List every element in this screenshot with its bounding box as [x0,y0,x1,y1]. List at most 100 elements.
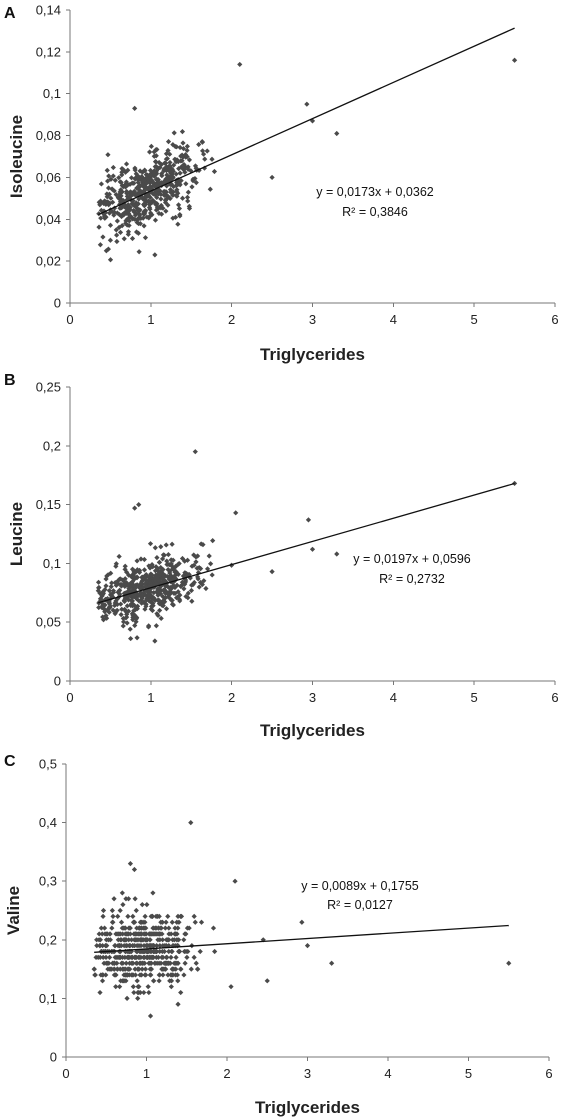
data-point [109,919,116,925]
data-point [168,931,174,937]
data-point [153,623,159,629]
data-point [112,579,118,586]
data-point [106,173,112,179]
data-point [136,249,142,255]
data-point [209,156,215,162]
regression-equation: y = 0,0173x + 0,0362 [316,185,434,199]
data-point [172,563,179,570]
data-point [130,913,136,919]
y-tick-label: 0,2 [43,438,61,453]
data-point [129,235,136,242]
data-point [177,213,183,219]
data-point [150,890,156,896]
data-point [139,592,146,598]
data-point [92,972,98,978]
data-point [197,579,204,586]
data-point [141,223,147,229]
data-point [135,989,141,996]
data-point [157,164,163,171]
data-point [150,179,156,186]
x-tick-label: 5 [471,690,478,705]
y-tick-label: 0,5 [39,757,57,772]
data-point [163,176,169,182]
data-point [237,61,243,68]
data-point [175,943,181,949]
data-point [153,176,160,183]
data-point [124,995,130,1001]
data-point [179,555,186,562]
data-point [152,638,158,644]
y-tick-label: 0 [50,1050,57,1065]
data-point [132,943,138,949]
data-point [168,978,175,984]
x-tick-label: 1 [147,312,154,327]
x-tick-label: 3 [309,312,316,327]
data-point [201,578,207,584]
data-point [158,580,165,586]
data-point [147,172,153,178]
data-point [506,960,512,966]
data-point [97,198,104,204]
panel-letter: B [4,372,16,389]
data-point [173,171,179,177]
data-point [154,554,160,561]
data-point [170,566,176,572]
data-point [112,611,118,617]
trendline [98,482,515,604]
data-point [156,159,162,166]
data-point [117,907,123,914]
data-point [190,178,196,184]
x-tick-label: 4 [390,312,397,327]
data-point [124,603,130,609]
data-point [179,158,185,164]
data-point [172,214,179,220]
data-point [175,978,181,984]
data-point [176,205,183,212]
data-point [228,984,234,990]
data-point [138,580,144,586]
data-point [132,505,138,511]
data-point [207,186,213,192]
data-point [109,593,115,599]
x-tick-label: 5 [465,1066,472,1081]
data-point [160,597,167,604]
data-point [134,575,140,581]
x-tick-label: 0 [62,1066,69,1081]
data-point [137,207,143,213]
data-point [163,151,170,157]
data-point [141,567,148,573]
data-point [180,140,186,146]
data-point [149,572,155,578]
data-point [178,153,184,159]
data-point [148,972,154,978]
data-point [105,246,111,252]
data-point [98,591,104,598]
y-axis-title: Isoleucine [7,115,26,198]
data-point [141,210,147,216]
data-point [158,919,164,925]
data-point [181,972,187,978]
data-point [120,615,126,622]
data-point [135,995,141,1001]
data-point [148,143,154,149]
data-point [134,567,140,573]
data-point [143,948,150,955]
data-point [309,546,316,552]
data-point [113,563,119,569]
data-point [141,989,147,996]
data-point [157,972,163,978]
regression-equation: y = 0,0089x + 0,1755 [301,879,419,893]
data-point [132,165,138,171]
data-point [166,943,172,949]
data-point [95,579,102,585]
data-point [100,913,106,919]
data-point [129,611,135,617]
y-tick-label: 0 [54,674,61,689]
data-point [112,602,118,609]
data-point [146,198,152,204]
data-point [106,609,112,615]
data-point [196,584,202,590]
data-point [167,151,173,157]
data-point [185,189,191,195]
data-point [127,861,133,867]
